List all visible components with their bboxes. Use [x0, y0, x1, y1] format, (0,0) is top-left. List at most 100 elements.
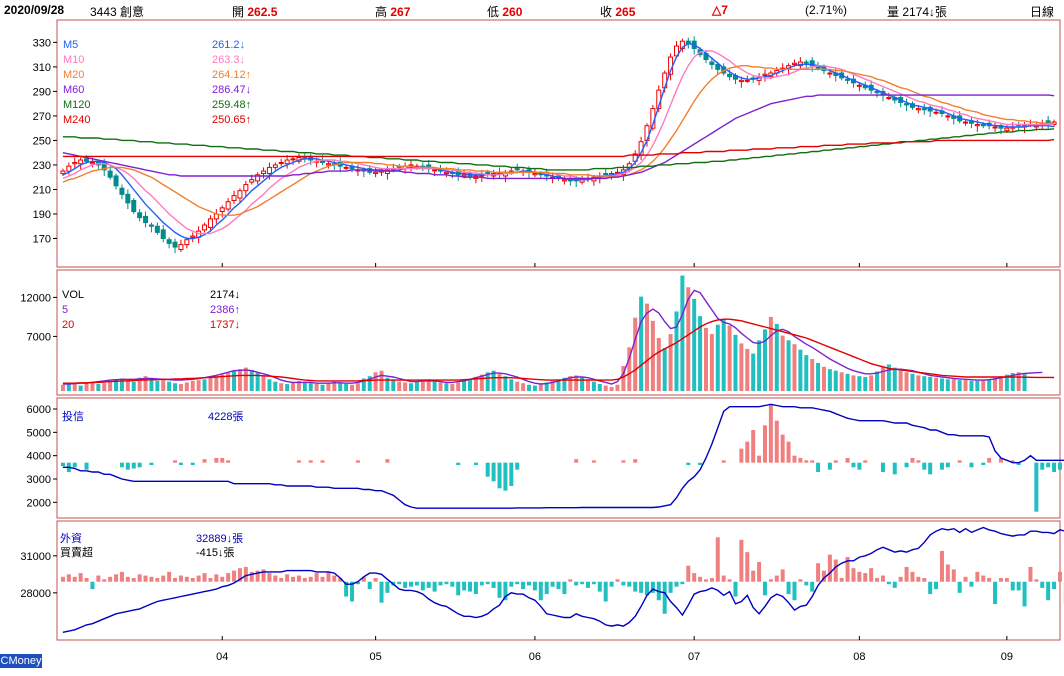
foreign-net-bar [922, 578, 927, 582]
price-ma-line [62, 138, 1055, 158]
volume-bar [420, 380, 425, 391]
candle-body [66, 165, 72, 172]
volume-bar [585, 379, 590, 391]
volume-bar [857, 376, 862, 391]
candle-body [219, 207, 225, 213]
foreign-net-bar [373, 578, 378, 582]
trust-net-bar [768, 404, 773, 463]
trust-net-bar [698, 462, 703, 465]
volume-bar [462, 380, 467, 391]
foreign-net-bar [243, 566, 248, 582]
foreign-net-bar [462, 581, 467, 591]
foreign-net-bar [798, 579, 803, 582]
candle-body [980, 124, 986, 127]
foreign-net-bar [792, 581, 797, 601]
trust-net-bar [721, 460, 726, 463]
volume-bar [568, 376, 573, 391]
price-legend-name: M10 [63, 54, 84, 66]
candle-body [184, 239, 190, 246]
trust-net-bar [503, 462, 508, 491]
volume-bar [72, 383, 77, 391]
trust-net-bar [591, 460, 596, 463]
volume-bar [1010, 373, 1015, 391]
foreign-net-bar [998, 578, 1003, 582]
candle-body [131, 199, 137, 213]
trust-tick-label: 3000 [27, 474, 51, 486]
foreign-net-bar [90, 581, 95, 590]
foreign-net-bar [267, 573, 272, 582]
foreign-net-bar [131, 578, 136, 582]
candle-body [461, 174, 467, 177]
volume-bar [84, 382, 89, 391]
candle-body [84, 158, 90, 162]
volume-bar [762, 329, 767, 391]
panel-frame-3 [56, 397, 1061, 519]
period-selector[interactable]: 日線 [1030, 5, 1055, 19]
foreign-net-bar [916, 576, 921, 582]
volume-bar [922, 376, 927, 391]
volume-bar [733, 334, 738, 391]
trust-net-bar [149, 462, 154, 465]
foreign-net-bar [633, 581, 638, 592]
foreign-net-bar [969, 581, 974, 587]
candle-body [243, 184, 249, 192]
volume-bar [308, 383, 313, 391]
volume-bar [674, 311, 679, 391]
candle-body [107, 170, 113, 178]
foreign-net-bar [143, 575, 148, 582]
trust-net-bar [804, 460, 809, 463]
foreign-net-bar [957, 581, 962, 593]
trust-net-bar [745, 441, 750, 463]
foreign-net-bar [739, 539, 744, 582]
foreign-net-bar [727, 579, 732, 582]
price-tick-label: 310 [33, 62, 51, 74]
foreign-net-bar [84, 578, 89, 582]
volume-bar [833, 370, 838, 391]
foreign-net-bar [686, 565, 691, 582]
month-label: 08 [853, 651, 865, 663]
candle-body [207, 218, 213, 228]
trust-net-bar [762, 425, 767, 463]
foreign-net-bar [556, 581, 561, 590]
candle-body [154, 225, 160, 233]
volume-bar [869, 375, 874, 391]
foreign-net-bar [232, 570, 237, 582]
trust-tick-label: 2000 [27, 497, 51, 509]
volume-bar [190, 380, 195, 391]
foreign-net-bar [692, 573, 697, 582]
foreign-net-bar [385, 581, 390, 593]
trust-net-bar [1010, 460, 1015, 463]
foreign-net-bar [78, 573, 83, 582]
volume-bar [320, 384, 325, 391]
volume-bar [633, 317, 638, 391]
volume-bar [1022, 374, 1027, 391]
volume-bar [468, 379, 473, 391]
volume-bar [497, 373, 502, 391]
foreign-net-bar [332, 575, 337, 582]
foreign-net-bar [816, 563, 821, 582]
volume-bar [96, 383, 101, 391]
candle-body [809, 60, 815, 67]
quote-date: 2020/09/28 [4, 3, 65, 17]
foreign-net-bar [527, 581, 532, 586]
trust-net-bar [751, 430, 756, 463]
volume-bar [332, 381, 337, 391]
candle-body [915, 108, 921, 111]
candle-body [432, 169, 438, 172]
foreign-net-bar [273, 575, 278, 582]
foreign-net-bar [237, 568, 242, 582]
volume-bar [479, 374, 484, 391]
candle-body [119, 187, 125, 195]
candle-body [904, 103, 910, 106]
foreign-net-bar [639, 581, 644, 593]
candle-body [113, 175, 119, 187]
trust-net-bar [739, 448, 744, 463]
candle-body [803, 61, 809, 64]
foreign-net-bar [1040, 581, 1045, 588]
candle-body [992, 126, 998, 129]
foreign-net-bar [155, 578, 160, 582]
volume-legend-value: 1737↓ [210, 319, 240, 331]
volume-bar [615, 384, 620, 391]
volume-bar [863, 376, 868, 391]
